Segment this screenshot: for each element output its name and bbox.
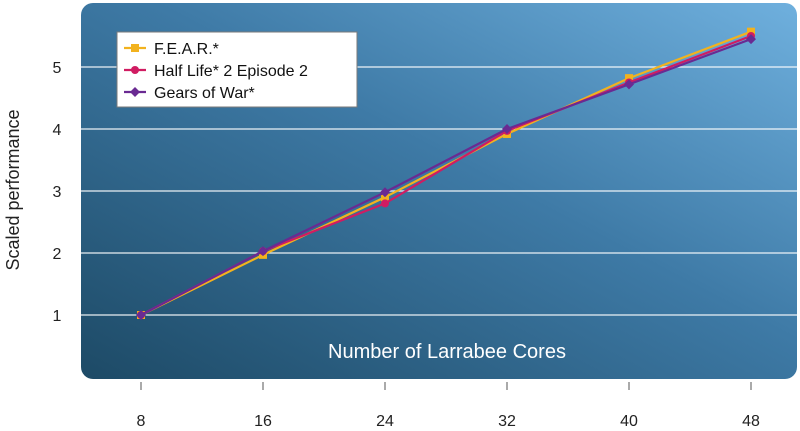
legend-label: Half Life* 2 Episode 2 <box>154 63 308 80</box>
y-tick-label: 3 <box>53 184 62 201</box>
x-axis-tick-labels: 8 16 24 32 40 48 <box>137 413 760 430</box>
x-axis-ticks <box>141 382 751 390</box>
y-tick-label: 2 <box>53 246 62 263</box>
legend: F.E.A.R.* Half Life* 2 Episode 2 Gears of … <box>117 32 357 107</box>
y-axis-tick-labels: 1 2 3 4 5 <box>53 60 62 325</box>
legend-marker <box>131 44 139 52</box>
y-axis-title: Scaled performance <box>3 109 23 270</box>
data-point <box>381 199 389 207</box>
x-tick-label: 48 <box>742 413 760 430</box>
x-tick-label: 24 <box>376 413 394 430</box>
x-tick-label: 16 <box>254 413 272 430</box>
x-tick-label: 8 <box>137 413 146 430</box>
y-tick-label: 4 <box>53 122 62 139</box>
legend-marker <box>131 66 139 74</box>
y-tick-label: 1 <box>53 308 62 325</box>
legend-label: F.E.A.R.* <box>154 41 219 58</box>
x-tick-label: 32 <box>498 413 516 430</box>
x-axis-title: Number of Larrabee Cores <box>328 341 566 363</box>
x-tick-label: 40 <box>620 413 638 430</box>
y-tick-label: 5 <box>53 60 62 77</box>
legend-label: Gears of War* <box>154 85 255 102</box>
